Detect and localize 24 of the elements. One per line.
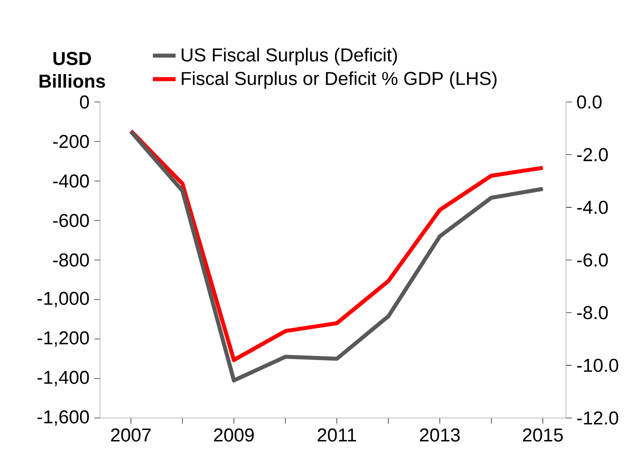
y-tick-label: -1,600 <box>38 410 89 426</box>
y-tick-label: -1,400 <box>38 370 89 386</box>
y2-tick-label: -6.0 <box>577 253 608 267</box>
y-axis-title: USD Billions <box>40 52 106 88</box>
x-tick-label: 2015 <box>523 428 563 442</box>
y-tick-label: -1,000 <box>38 292 89 308</box>
y2-tick-label: -2.0 <box>577 148 608 162</box>
y-tick-label: -200 <box>53 134 89 148</box>
x-tick-label: 2007 <box>111 428 151 442</box>
legend-label: Fiscal Surplus or Deficit % GDP (LHS) <box>182 71 497 89</box>
y2-tick-label: -4.0 <box>577 200 608 214</box>
y2-tick-label: -10.0 <box>577 358 618 372</box>
y2-tick-label: -8.0 <box>577 306 608 320</box>
y-tick-label: -600 <box>53 214 89 228</box>
y-tick-label: 0 <box>80 95 89 109</box>
y-tick-label: -1,200 <box>38 331 89 347</box>
y-tick-label: -800 <box>53 253 89 267</box>
y-tick-label: -400 <box>53 174 89 188</box>
legend-label: US Fiscal Surplus (Deficit) <box>182 48 397 66</box>
y2-tick-label: 0.0 <box>577 95 602 109</box>
y2-tick-label: -12.0 <box>577 411 618 425</box>
x-tick-label: 2011 <box>318 428 356 442</box>
x-tick-label: 2013 <box>420 428 460 442</box>
x-tick-label: 2009 <box>214 428 254 442</box>
